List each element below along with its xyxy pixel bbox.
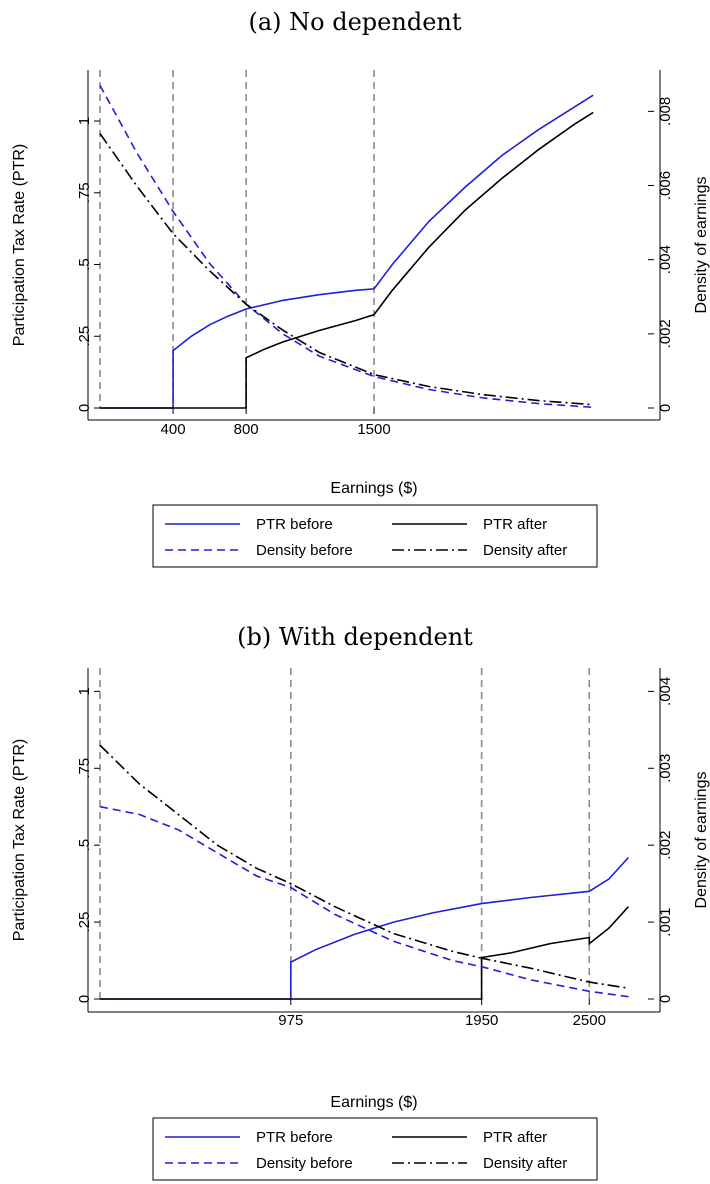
y2-tick-label: 0 (657, 404, 674, 412)
y2-tick-label: .008 (657, 97, 674, 126)
y2-tick-label: .004 (657, 245, 674, 274)
panel-a-y2-ticks: 0 .002 .004 .006 .008 (648, 97, 674, 412)
panel-a-legend-ptr-after: PTR after (483, 516, 547, 533)
series-density-after (99, 133, 594, 406)
panel-a-x-ticks: 400 800 1500 (161, 408, 391, 438)
panel-a-legend-box (152, 504, 598, 568)
panel-b-legend: PTR before PTR after Density before Dens… (152, 1117, 598, 1181)
panel-b: (b) With dependent 0 .25 .5 .75 1 0 .001 .002.… (11, 623, 710, 1181)
y-tick-label: .5 (76, 839, 93, 852)
series-ptr-before (100, 94, 594, 409)
y-tick-label: 1 (76, 687, 93, 695)
series-ptr-after (100, 111, 594, 409)
panel-b-title: (b) With dependent (237, 623, 473, 651)
x-tick-label: 400 (161, 421, 186, 438)
panel-a-legend-density-after: Density after (483, 542, 567, 559)
panel-b-ylabel: Participation Tax Rate (PTR) (11, 739, 28, 941)
series-ptr-before (100, 856, 629, 1000)
panel-a-series (99, 85, 594, 409)
panel-b-legend-density-before: Density before (256, 1155, 353, 1172)
panel-a-vlines (99, 70, 375, 408)
panel-b-xlabel: Earnings ($) (330, 1094, 417, 1111)
y2-tick-label: 0 (657, 995, 674, 1003)
panel-b-vlines (99, 668, 591, 999)
y-tick-label: 0 (76, 995, 93, 1003)
x-tick-label: 800 (234, 421, 259, 438)
panel-a-legend-ptr-before: PTR before (256, 516, 333, 533)
y2-tick-label: .002 (657, 831, 674, 860)
panel-b-legend-ptr-after: PTR after (483, 1129, 547, 1146)
y-tick-label: .25 (76, 912, 93, 933)
y-tick-label: 1 (76, 117, 93, 125)
panel-a: (a) No dependent 0 .25 .5 .75 1 0 .002 .004 .00… (11, 8, 710, 568)
y-tick-label: 0 (76, 404, 93, 412)
series-density-after (99, 744, 629, 989)
panel-b-legend-density-after: Density after (483, 1155, 567, 1172)
y2-tick-label: .003 (657, 754, 674, 783)
panel-b-y2label: Density of earnings (693, 772, 710, 909)
y-tick-label: .25 (76, 326, 93, 347)
panel-a-xlabel: Earnings ($) (330, 480, 417, 497)
y-tick-label: .75 (76, 758, 93, 779)
panel-a-ylabel: Participation Tax Rate (PTR) (11, 144, 28, 346)
panel-b-series (99, 744, 629, 1000)
panel-a-y2label: Density of earnings (693, 177, 710, 314)
y2-tick-label: .002 (657, 319, 674, 348)
panel-b-y-ticks: 0 .25 .5 .75 1 (76, 687, 100, 1003)
series-density-before (99, 85, 594, 409)
panel-b-legend-box (152, 1117, 598, 1181)
panel-b-plot-frame (88, 672, 660, 772)
panel-b-y2-ticks: 0 .001 .002 .003 .004 (648, 677, 674, 1003)
y-tick-label: .5 (76, 258, 93, 271)
y2-tick-label: .006 (657, 171, 674, 200)
series-density-before (99, 805, 629, 998)
panel-a-title: (a) No dependent (249, 8, 462, 36)
panel-a-y-ticks: 0 .25 .5 .75 1 (76, 117, 100, 412)
panel-a-legend-density-before: Density before (256, 542, 353, 559)
x-tick-label: 1950 (465, 1012, 498, 1029)
x-tick-label: 975 (278, 1012, 303, 1029)
series-ptr-after (100, 906, 629, 1000)
y-tick-label: .75 (76, 182, 93, 203)
panel-b-x-ticks: 975 1950 2500 (278, 999, 606, 1029)
y2-tick-label: .001 (657, 907, 674, 936)
x-tick-label: 2500 (573, 1012, 606, 1029)
y2-tick-label: .004 (657, 677, 674, 706)
x-tick-label: 1500 (357, 421, 390, 438)
panel-a-legend: PTR before PTR after Density before Dens… (152, 504, 598, 568)
panel-b-legend-ptr-before: PTR before (256, 1129, 333, 1146)
